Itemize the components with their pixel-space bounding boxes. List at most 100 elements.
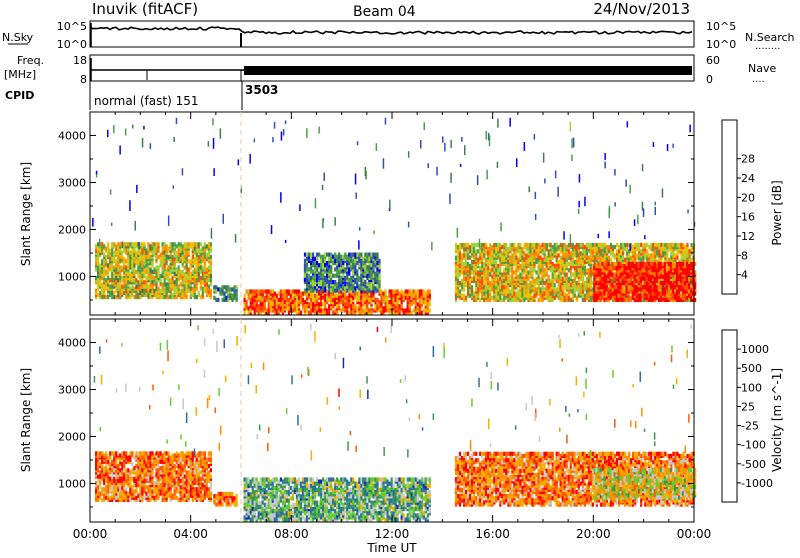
heatmap-cell <box>588 283 590 287</box>
heatmap-cell <box>129 295 131 299</box>
heatmap-cell <box>133 287 135 291</box>
heatmap-cell <box>558 245 560 249</box>
heatmap-cell <box>308 311 310 315</box>
heatmap-cell <box>350 286 352 290</box>
heatmap-cell <box>465 243 467 247</box>
heatmap-cell <box>626 285 628 289</box>
heatmap-cell <box>192 246 194 250</box>
heatmap-cell <box>542 275 544 279</box>
heatmap-cell <box>471 249 473 253</box>
heatmap-cell <box>463 253 465 257</box>
heatmap-cell <box>477 270 479 274</box>
heatmap-cell <box>354 286 356 290</box>
heatmap-cell <box>348 311 350 315</box>
heatmap-cell <box>495 292 497 296</box>
heatmap-cell <box>356 282 358 286</box>
heatmap-cell <box>99 282 101 286</box>
heatmap-cell <box>164 282 166 286</box>
heatmap-cell <box>648 294 650 298</box>
heatmap-cell <box>596 243 598 247</box>
heatmap-cell <box>646 243 648 247</box>
heatmap-cell <box>166 249 168 253</box>
heatmap-cell <box>626 266 628 270</box>
heatmap-cell <box>628 262 630 266</box>
heatmap-cell <box>332 274 334 278</box>
heatmap-cell <box>584 249 586 253</box>
heatmap-cell <box>481 243 483 247</box>
heatmap-cell <box>149 282 151 286</box>
heatmap-cell <box>538 275 540 279</box>
heatmap-cell <box>248 296 250 300</box>
heatmap-cell <box>463 247 465 251</box>
heatmap-cell <box>670 243 672 247</box>
heatmap-cell <box>576 243 578 247</box>
heatmap-cell <box>162 282 164 286</box>
heatmap-cell <box>296 289 298 293</box>
heatmap-cell <box>210 274 212 278</box>
heatmap-cell <box>155 242 157 246</box>
heatmap-cell <box>421 289 423 293</box>
heatmap-cell <box>505 281 507 285</box>
heatmap-cell <box>145 270 147 274</box>
heatmap-cell <box>503 243 505 247</box>
heatmap-cell <box>366 274 368 278</box>
heatmap-cell <box>103 263 105 267</box>
heatmap-cell <box>495 243 497 247</box>
heatmap-cell <box>174 257 176 261</box>
heatmap-cell <box>489 268 491 272</box>
heatmap-cell <box>459 264 461 268</box>
heatmap-cell <box>292 289 294 293</box>
heatmap-cell <box>141 289 143 293</box>
nsky-label: N.Sky <box>2 31 34 44</box>
heatmap-cell <box>366 282 368 286</box>
heatmap-cell <box>316 294 318 298</box>
heatmap-cell <box>614 266 616 270</box>
heatmap-cell <box>298 289 300 293</box>
heatmap-cell <box>485 294 487 298</box>
heatmap-cell <box>572 294 574 298</box>
heatmap-cell <box>105 259 107 263</box>
heatmap-cell <box>316 274 318 278</box>
heatmap-cell <box>578 262 580 266</box>
heatmap-cell <box>473 243 475 247</box>
freq-tick-low: 8 <box>80 73 87 86</box>
heatmap-cell <box>350 306 352 310</box>
heatmap-cell <box>429 294 431 298</box>
heatmap-cell <box>174 291 176 295</box>
heatmap-cell <box>642 273 644 277</box>
heatmap-cell <box>612 266 614 270</box>
heatmap-cell <box>376 304 378 308</box>
heatmap-cell <box>485 285 487 289</box>
heatmap-cell <box>405 289 407 293</box>
heatmap-cell <box>670 251 672 255</box>
heatmap-cell <box>497 287 499 291</box>
heatmap-cell <box>274 292 276 296</box>
heatmap-cell <box>668 258 670 262</box>
heatmap-cell <box>493 243 495 247</box>
heatmap-cell <box>147 265 149 269</box>
heatmap-cell <box>648 245 650 249</box>
heatmap-cell <box>560 275 562 279</box>
heatmap-cell <box>487 247 489 251</box>
heatmap-cell <box>101 276 103 280</box>
heatmap-cell <box>501 298 503 302</box>
heatmap-cell <box>129 276 131 280</box>
heatmap-cell <box>415 298 417 302</box>
heatmap-cell <box>356 261 358 265</box>
heatmap-cell <box>338 278 340 282</box>
heatmap-cell <box>300 311 302 315</box>
heatmap-cell <box>382 306 384 310</box>
heatmap-cell <box>517 249 519 253</box>
heatmap-cell <box>618 262 620 266</box>
heatmap-cell <box>350 276 352 280</box>
heatmap-cell <box>184 272 186 276</box>
heatmap-cell <box>640 277 642 281</box>
heatmap-cell <box>419 300 421 304</box>
heatmap-cell <box>595 281 597 285</box>
heatmap-cell <box>340 263 342 267</box>
heatmap-cell <box>107 287 109 291</box>
heatmap-cell <box>533 294 535 298</box>
heatmap-cell <box>360 253 362 257</box>
heatmap-cell <box>648 262 650 266</box>
heatmap-cell <box>276 308 278 312</box>
